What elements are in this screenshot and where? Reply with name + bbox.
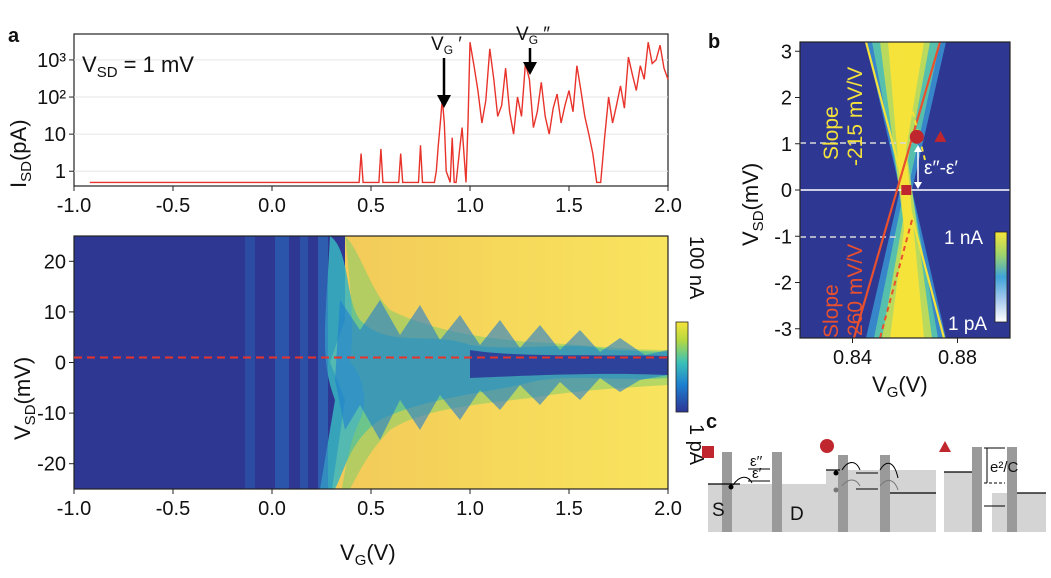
top-xticks: -1.0 -0.5 0.0 0.5 1.0 1.5 2.0 xyxy=(57,186,682,217)
map-a-ytick-label: 0 xyxy=(55,353,66,375)
marker-vg-prime-label: VG ′ xyxy=(431,34,462,57)
diagram-triangle-state: e²/C xyxy=(939,441,1046,532)
map-a-ytick-label: -20 xyxy=(37,454,66,476)
panel-label-a: a xyxy=(8,25,20,47)
map-b-xtick-label: 0.84 xyxy=(833,347,872,369)
map-a-colorbar-min: 1 pA xyxy=(685,424,707,466)
map-a-ytick-label: 10 xyxy=(44,302,66,324)
diagram-triangle-icon xyxy=(939,441,951,452)
marker-vg-prime: VG ′ xyxy=(431,34,462,108)
marker-circle xyxy=(909,129,924,144)
bias-annotation: VSD = 1 mV xyxy=(82,52,194,81)
marker-triangle xyxy=(934,130,947,142)
top-xtick-label: -0.5 xyxy=(156,195,190,217)
slope-label-negative-line2: -215 mV/V xyxy=(844,67,867,166)
charging-energy-label: e²/C xyxy=(990,459,1019,476)
top-ytick-label: 1 xyxy=(55,161,66,183)
map-a-colorbar xyxy=(675,321,689,413)
slope-label-negative: Slope -215 mV/V xyxy=(820,67,867,166)
map-a-xtick-label: 2.0 xyxy=(654,498,682,520)
map-b-xticks: 0.84 0.88 xyxy=(833,338,977,369)
diagram-circle-state xyxy=(820,439,936,532)
level-upper-label: ε′′ xyxy=(750,453,762,470)
top-yticks: 1 10 10² 10³ xyxy=(37,50,74,183)
panel-label-c: c xyxy=(706,411,717,433)
top-xtick-label: 0.5 xyxy=(357,195,385,217)
source-label: S xyxy=(712,500,725,521)
top-xtick-label: -1.0 xyxy=(57,195,91,217)
top-ytick-label: 10 xyxy=(44,124,66,146)
current-trace-line xyxy=(89,42,669,184)
map-b-ytick-label: -1 xyxy=(774,226,792,248)
map-a-ytick-label: -10 xyxy=(37,403,66,425)
map-b-ytick-label: 3 xyxy=(781,41,792,63)
map-a-colorbar-max: 100 nA xyxy=(685,236,707,300)
map-a-xtick-label: 1.0 xyxy=(456,498,484,520)
map-a-xtick-label: 1.5 xyxy=(555,498,583,520)
top-ytick-label: 10² xyxy=(37,87,66,109)
map-b-yticks: 3 2 1 0 -1 -2 -3 xyxy=(774,41,800,341)
map-a-xlabel: VG(V) xyxy=(340,540,396,569)
marker-vg-double-prime: VG ″ xyxy=(516,24,550,75)
top-xtick-label: 1.5 xyxy=(555,195,583,217)
slope-line-positive xyxy=(852,42,942,338)
map-b-xtick-label: 0.88 xyxy=(938,347,977,369)
top-ylabel: ISD(pA) xyxy=(6,119,35,188)
top-gridlines xyxy=(74,59,668,172)
top-xtick-label: 0.0 xyxy=(258,195,286,217)
map-a-ylabel: VSD(mV) xyxy=(10,357,39,440)
top-xtick-label: 2.0 xyxy=(654,195,682,217)
map-a-xtick-label: 0.5 xyxy=(357,498,385,520)
map-b-colorbar-max: 1 nA xyxy=(944,228,983,249)
panel-label-b: b xyxy=(708,31,720,53)
map-a-ytick-label: 20 xyxy=(44,251,66,273)
map-a-yticks: 20 10 0 -10 -20 xyxy=(37,251,74,476)
slope-label-positive-line2: 260 mV/V xyxy=(844,244,867,336)
map-a-xtick-label: 0.0 xyxy=(258,498,286,520)
map-b-ytick-label: 1 xyxy=(781,134,792,156)
map-b-ytick-label: 0 xyxy=(781,180,792,202)
gap-label: ε′′-ε′ xyxy=(924,158,958,179)
slope-label-negative-line1: Slope xyxy=(820,106,843,160)
map-b-ytick-label: -3 xyxy=(774,319,792,341)
gap-arrow xyxy=(914,145,922,189)
map-b-ylabel: VSD(mV) xyxy=(738,163,767,246)
slope-label-positive-line1: Slope xyxy=(820,284,843,338)
marker-square xyxy=(901,185,912,195)
map-b-colorbar-min: 1 pA xyxy=(948,314,987,335)
diagram-square-icon xyxy=(702,446,714,458)
map-b-xlabel: VG(V) xyxy=(872,372,928,401)
map-b-ytick-label: -2 xyxy=(774,273,792,295)
map-a-xtick-label: -0.5 xyxy=(156,498,190,520)
diagram-square-state: ε′′ ε′ S D xyxy=(702,446,830,532)
diagram-circle-icon xyxy=(820,439,834,453)
marker-vg-double-prime-label: VG ″ xyxy=(516,24,550,47)
drain-label: D xyxy=(790,504,804,525)
map-a-xtick-label: -1.0 xyxy=(57,498,91,520)
map-a-xticks: -1.0 -0.5 0.0 0.5 1.0 1.5 2.0 xyxy=(57,489,682,520)
map-b-colorbar xyxy=(994,231,1008,323)
map-b-ytick-label: 2 xyxy=(781,88,792,110)
map-a-heatmap xyxy=(74,236,668,489)
top-ytick-label: 10³ xyxy=(37,50,66,72)
slope-label-positive: Slope 260 mV/V xyxy=(820,244,867,338)
top-xtick-label: 1.0 xyxy=(456,195,484,217)
level-lower-label: ε′ xyxy=(752,465,762,482)
